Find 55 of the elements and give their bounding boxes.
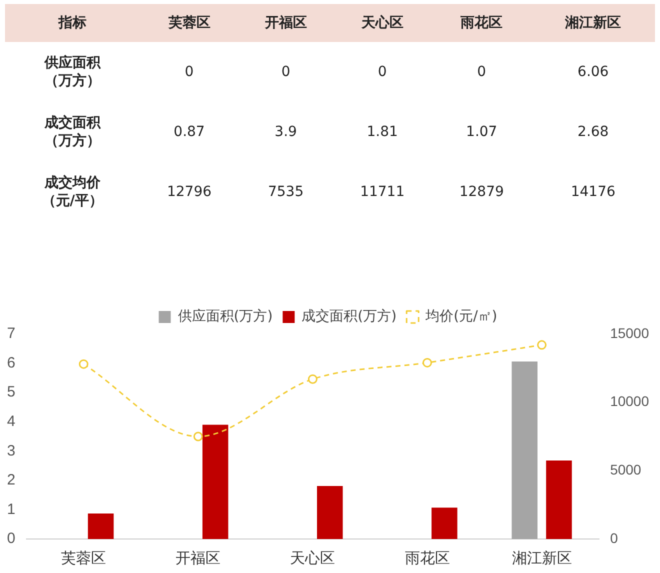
category-label: 雨花区 — [432, 4, 532, 42]
y2-tick-label: 10000 — [610, 393, 650, 410]
y-tick-label: 7 — [7, 325, 16, 342]
point — [537, 340, 547, 350]
y-tick-label: 1 — [7, 500, 16, 518]
data-label: 0 — [376, 63, 388, 82]
text: 供应面积（万方） — [43, 54, 102, 91]
data-label: 0.87 — [172, 123, 206, 142]
data-label: 12879 — [458, 183, 505, 202]
x-tick-label: 天心区 — [290, 550, 336, 568]
bar — [88, 514, 114, 539]
y2-tick-label: 0 — [610, 530, 618, 546]
data-label: 0 — [280, 63, 292, 82]
category-label: 天心区 — [332, 4, 432, 42]
y-tick-label: 4 — [7, 413, 16, 430]
data-label: 0 — [476, 63, 488, 82]
y2-tick-label: 15000 — [610, 324, 650, 341]
data-label: 3.9 — [274, 123, 298, 142]
data-label: 0 — [184, 63, 195, 82]
y2-tick-label: 5000 — [610, 462, 642, 478]
text: 指标 — [5, 4, 140, 42]
category-label: 湘江新区 — [531, 4, 655, 42]
x-tick-label: 雨花区 — [404, 550, 450, 568]
point — [78, 359, 88, 369]
point — [193, 432, 203, 442]
data-label: 1.07 — [465, 123, 498, 142]
bar — [202, 424, 228, 539]
legend-label: 均价(元/㎡) — [424, 308, 498, 325]
data-label: 6.06 — [576, 63, 610, 82]
point — [308, 374, 318, 384]
legend-label: 供应面积(万方) — [178, 308, 273, 325]
bar — [432, 508, 458, 539]
point — [422, 358, 432, 368]
y-tick-label: 2 — [7, 472, 16, 489]
x-tick-label: 开福区 — [176, 550, 221, 568]
text: 成交面积（万方） — [43, 114, 102, 151]
category-label: 芙蓉区 — [140, 4, 239, 42]
y-tick-label: 0 — [7, 530, 16, 548]
data-label: 2.68 — [576, 123, 610, 142]
text: 成交均价（元/平） — [40, 174, 104, 211]
bar — [546, 460, 572, 539]
y-tick-label: 3 — [7, 442, 16, 460]
x-tick-label: 湘江新区 — [512, 550, 572, 568]
data-label: 1.81 — [366, 123, 399, 142]
bar — [317, 486, 343, 539]
legend-label: 成交面积(万方) — [302, 308, 397, 325]
y-tick-label: 5 — [7, 384, 16, 401]
bar — [512, 362, 538, 539]
data-label: 12796 — [166, 183, 213, 202]
category-label: 开福区 — [238, 4, 333, 42]
x-tick-label: 芙蓉区 — [61, 550, 106, 568]
data-label: 14176 — [570, 183, 616, 202]
data-label: 7535 — [266, 183, 305, 202]
y-tick-label: 6 — [7, 354, 16, 372]
data-label: 11711 — [359, 183, 406, 202]
